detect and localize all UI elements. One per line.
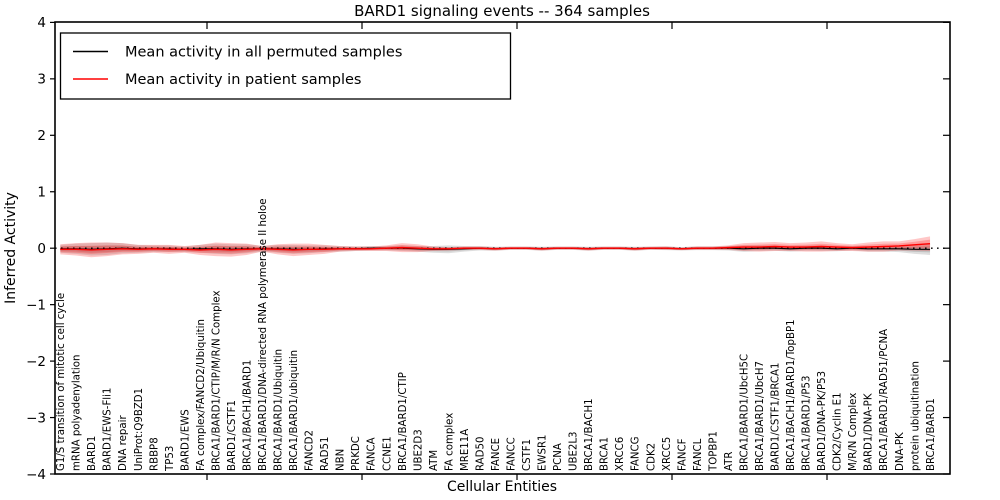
x-tick-label: BRCA1/BARD1/UbcH5C: [739, 354, 750, 471]
x-tick-label: FA complex/FANCD2/Ubiquitin: [196, 319, 207, 471]
patient-band: [60, 236, 931, 258]
y-tick-label: 2: [37, 128, 46, 144]
x-tick-label: ATR: [724, 452, 735, 471]
x-tick-label: XRCC6: [615, 437, 626, 471]
y-tick-label: 0: [37, 241, 46, 257]
y-tick-label: −4: [26, 467, 46, 483]
x-tick-label: BARD1: [87, 436, 98, 471]
x-tick-label: UBE2L3: [569, 431, 580, 471]
x-tick-label: BARD1/DNA-PK/P53: [817, 371, 828, 471]
x-tick-label: M/R/N Complex: [848, 393, 859, 471]
chart-title: BARD1 signaling events -- 364 samples: [354, 2, 650, 20]
legend: Mean activity in all permuted samples Me…: [59, 32, 512, 100]
x-tick-label: RBBP8: [149, 437, 160, 471]
y-tick-label: −1: [26, 297, 46, 313]
x-tick-label: BRCA1/BARD1: [926, 398, 937, 471]
legend-box: [59, 32, 512, 100]
x-tick-label: FANCC: [506, 437, 517, 471]
y-tick-label: 3: [37, 72, 46, 88]
x-tick-label: BRCA1/BACH1: [584, 398, 595, 471]
x-tick-label: BRCA1/BARD1/RAD51/PCNA: [879, 329, 890, 471]
x-tick-label: protein ubiquitination: [910, 361, 921, 471]
x-tick-label: BRCA1/BARD1/DNA-directed RNA polymerase …: [258, 198, 269, 471]
x-tick-label: UBE2D3: [413, 429, 424, 471]
x-tick-label: XRCC5: [662, 437, 673, 471]
y-axis-label: Inferred Activity: [3, 192, 19, 304]
x-tick-label: BARD1/CSTF1/BRCA1: [771, 363, 782, 472]
x-tick-label: NBN: [336, 449, 347, 471]
x-tick-label: CSTF1: [522, 439, 533, 471]
x-tick-label: mRNA polyadenylation: [72, 355, 83, 471]
x-tick-label: RAD51: [320, 437, 331, 471]
x-tick-label: DNA repair: [118, 415, 129, 471]
x-tick-label: FANCF: [677, 438, 688, 471]
y-tick-label: −3: [26, 410, 46, 426]
x-tick-label: G1/S transition of mitotic cell cycle: [56, 293, 67, 471]
x-tick-label: CDK2: [646, 443, 657, 471]
x-tick-label: BARD1/CSTF1: [227, 400, 238, 471]
x-tick-label: BARD1/EWS-Fli1: [103, 388, 114, 471]
patient-band: [60, 239, 931, 254]
plot-area: 4 3 2 1 0 −1 −2 −3 −4 G1/S transition of mitotic …: [26, 15, 951, 483]
x-tick-label: BRCA1/BACH1/BARD1: [242, 360, 253, 471]
x-tick-label: CDK2/Cyclin E1: [833, 392, 844, 471]
x-tick-label: FANCA: [367, 437, 378, 471]
x-tick-label: CCNE1: [382, 436, 393, 471]
x-tick-label: BRCA1/BARD1/Ubiquitin: [274, 349, 285, 471]
y-tick-label: 1: [37, 185, 46, 201]
x-tick-label: BARD1/DNA-PK: [864, 393, 875, 471]
patient-mean-line: [60, 242, 931, 251]
x-tick-label: BRCA1/BARD1/CTIP/M/R/N Complex: [211, 290, 222, 471]
x-tick-label: BRCA1/BARD1/ubiquitin: [289, 350, 300, 471]
x-tick-label: EWSR1: [538, 434, 549, 471]
x-tick-label: FANCD2: [305, 430, 316, 471]
x-tick-label: BRCA1: [600, 437, 611, 471]
x-tick-label: RAD50: [475, 437, 486, 471]
legend-label-permuted: Mean activity in all permuted samples: [125, 45, 402, 61]
x-tick-label: TP53: [165, 446, 176, 472]
x-tick-label: PCNA: [553, 443, 564, 471]
y-tick-label: −2: [26, 354, 46, 370]
x-tick-label: DNA-PK: [895, 432, 906, 471]
x-tick-label: BRCA1/BACH1/BARD1/TopBP1: [786, 319, 797, 471]
x-tick-label: ATM: [429, 450, 440, 471]
x-tick-label: PRKDC: [351, 436, 362, 471]
x-tick-label: FANCG: [631, 436, 642, 471]
x-tick-label: BRCA1/BARD1/UbcH7: [755, 361, 766, 471]
x-tick-label: FA complex: [444, 413, 455, 471]
x-tick-label: FANCE: [491, 438, 502, 471]
x-tick-label: BRCA1/BARD1/CTIP: [398, 372, 409, 471]
y-tick-label: 4: [37, 15, 46, 31]
x-tick-label: TOPBP1: [708, 431, 719, 472]
x-tick-label: UniProt:Q9BZD1: [134, 388, 145, 471]
x-tick-label: BRCA1/BARD1/P53: [802, 376, 813, 471]
legend-label-patient: Mean activity in patient samples: [125, 72, 361, 88]
x-axis-label: Cellular Entities: [447, 479, 557, 495]
x-tick-label: FANCL: [693, 438, 704, 471]
x-tick-label: MRE11A: [460, 429, 471, 471]
x-tick-label: BARD1/EWS: [180, 409, 191, 471]
